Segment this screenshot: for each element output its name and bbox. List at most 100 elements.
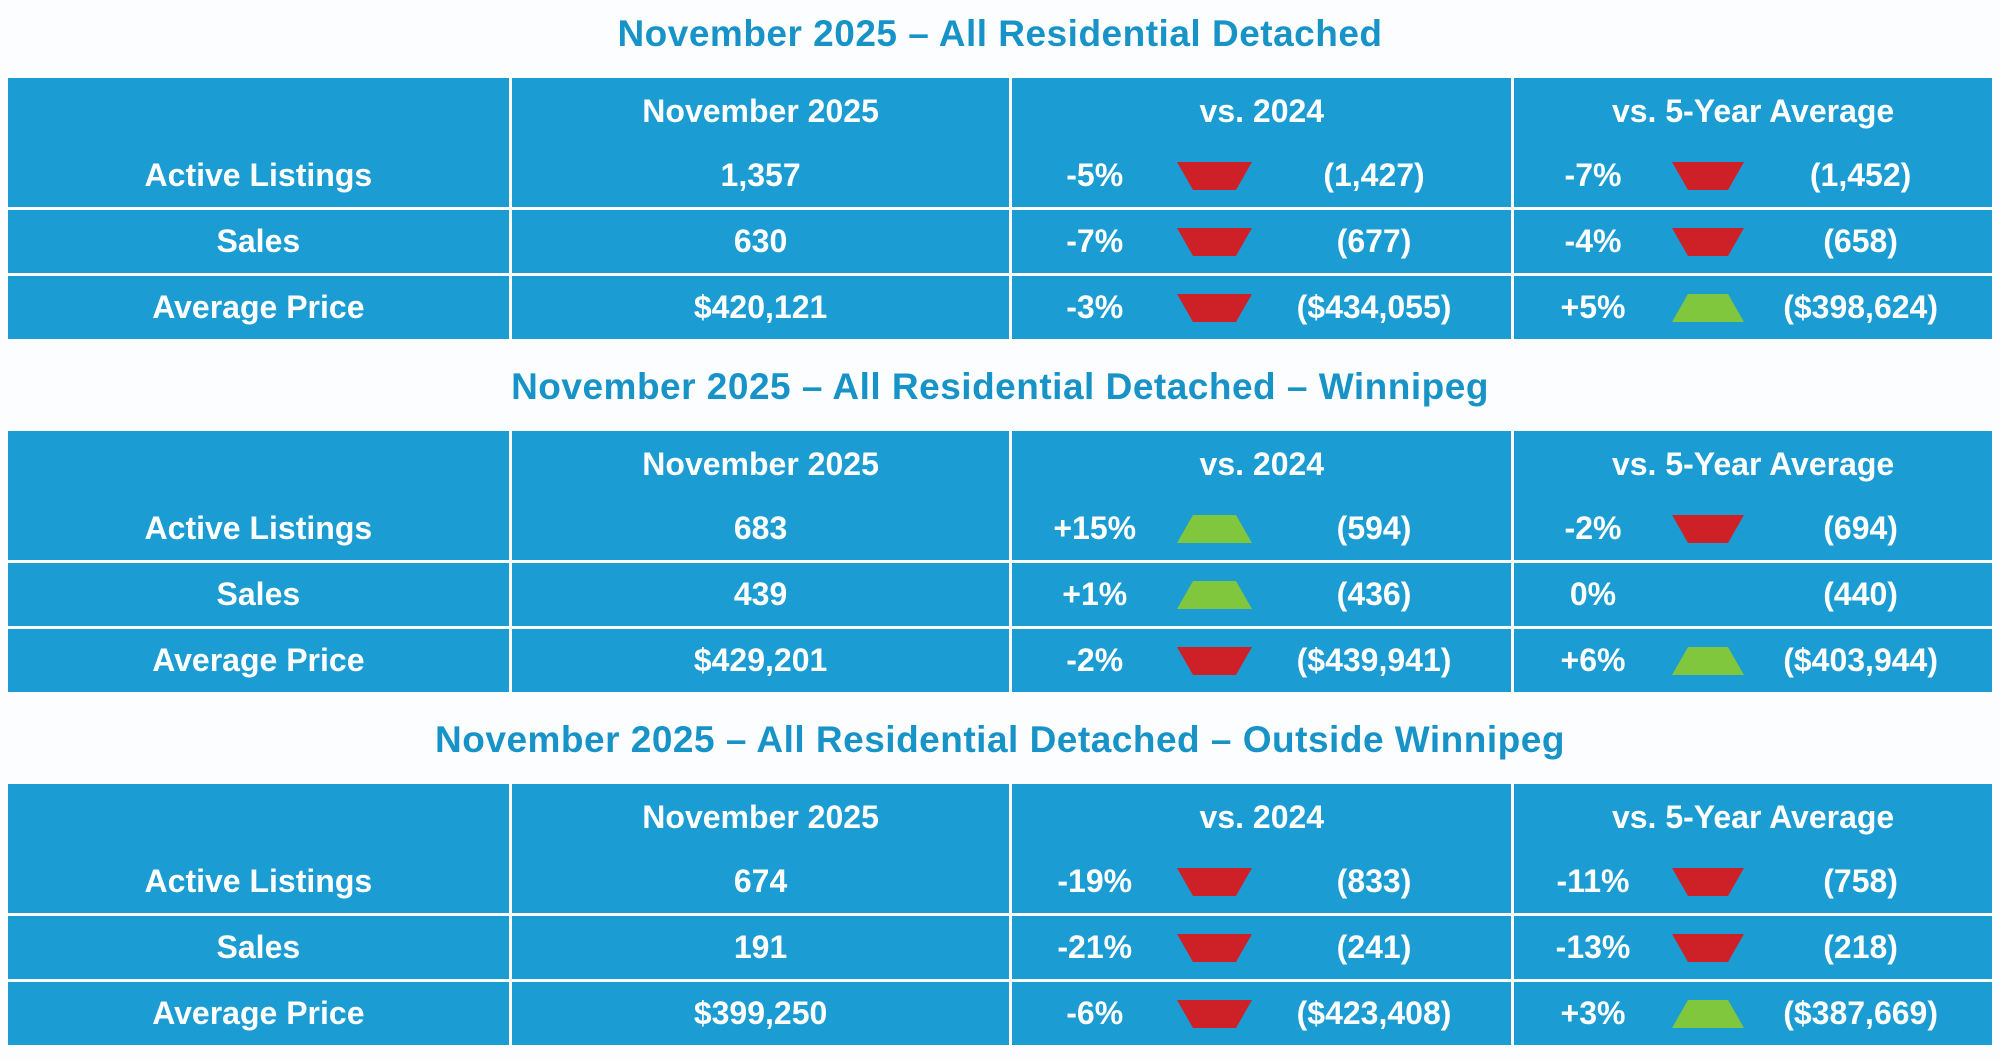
down-triangle-icon <box>1177 867 1252 896</box>
down-triangle-icon <box>1177 227 1252 256</box>
comparison-value: ($439,941) <box>1296 642 1452 678</box>
current-value: 683 <box>511 497 1010 560</box>
current-value: 439 <box>511 563 1010 626</box>
comparison-value: (694) <box>1823 510 1898 546</box>
comparison-value: ($434,055) <box>1296 289 1452 325</box>
vs-5yr-cell: -11% (758) <box>1514 850 1992 913</box>
comparison-value: (833) <box>1336 863 1412 899</box>
percent-change: -13% <box>1555 929 1631 965</box>
down-triangle-icon <box>1671 867 1744 896</box>
down-triangle-icon <box>1671 933 1744 962</box>
table-title: November 2025 – All Residential Detached <box>617 13 1383 54</box>
percent-change: -3% <box>1066 289 1124 325</box>
vs-2024-cell: +15% (594) <box>1012 497 1512 560</box>
comparison-value: (677) <box>1336 223 1412 259</box>
stats-table: November 2025 vs. 2024 vs. 5-Year Averag… <box>8 431 1992 692</box>
column-header-november-2025: November 2025 <box>511 431 1010 497</box>
percent-change: -19% <box>1057 863 1133 899</box>
row-label-active-listings: Active Listings <box>8 144 509 207</box>
comparison-value: (658) <box>1823 223 1898 259</box>
current-value: 191 <box>511 916 1010 979</box>
row-label-average-price: Average Price <box>8 629 509 692</box>
stats-table: November 2025 vs. 2024 vs. 5-Year Averag… <box>8 78 1992 339</box>
vs-2024-cell: -7% (677) <box>1012 210 1512 273</box>
vs-2024-cell: -19% (833) <box>1012 850 1512 913</box>
vs-5yr-cell: -4% (658) <box>1514 210 1992 273</box>
comparison-value: (758) <box>1823 863 1898 899</box>
current-value: $429,201 <box>511 629 1010 692</box>
row-label-average-price: Average Price <box>8 982 509 1045</box>
vs-5yr-cell: +5% ($398,624) <box>1514 276 1992 339</box>
comparison-value: ($387,669) <box>1783 995 1938 1031</box>
percent-change: -11% <box>1556 863 1630 899</box>
up-triangle-icon <box>1671 293 1744 322</box>
comparison-value: (218) <box>1823 929 1898 965</box>
column-header-blank <box>8 784 509 850</box>
column-header-november-2025: November 2025 <box>511 78 1010 144</box>
vs-2024-cell: -21% (241) <box>1012 916 1512 979</box>
comparison-value: (1,427) <box>1323 157 1425 193</box>
column-header-vs-5yr-average: vs. 5-Year Average <box>1514 431 1992 497</box>
current-value: $399,250 <box>511 982 1010 1045</box>
down-triangle-icon <box>1671 227 1744 256</box>
row-label-sales: Sales <box>8 210 509 273</box>
percent-change: -7% <box>1066 223 1124 259</box>
percent-change: -2% <box>1564 510 1622 546</box>
vs-5yr-cell: 0% (440) <box>1514 563 1992 626</box>
percent-change: -5% <box>1066 157 1124 193</box>
down-triangle-icon <box>1177 999 1252 1028</box>
comparison-value: ($398,624) <box>1783 289 1938 325</box>
down-triangle-icon <box>1177 161 1252 190</box>
column-header-blank <box>8 78 509 144</box>
vs-5yr-cell: -7% (1,452) <box>1514 144 1992 207</box>
comparison-value: ($403,944) <box>1783 642 1938 678</box>
percent-change: -21% <box>1057 929 1133 965</box>
vs-2024-cell: -5% (1,427) <box>1012 144 1512 207</box>
column-header-vs-2024: vs. 2024 <box>1012 78 1512 144</box>
down-triangle-icon <box>1177 933 1252 962</box>
percent-change: +5% <box>1560 289 1626 325</box>
row-label-active-listings: Active Listings <box>8 850 509 913</box>
vs-2024-cell: +1% (436) <box>1012 563 1512 626</box>
comparison-value: ($423,408) <box>1296 995 1452 1031</box>
percent-change: +15% <box>1053 510 1137 546</box>
row-label-sales: Sales <box>8 916 509 979</box>
column-header-vs-5yr-average: vs. 5-Year Average <box>1514 784 1992 850</box>
vs-5yr-cell: -13% (218) <box>1514 916 1992 979</box>
column-header-vs-5yr-average: vs. 5-Year Average <box>1514 78 1992 144</box>
row-label-average-price: Average Price <box>8 276 509 339</box>
up-triangle-icon <box>1671 646 1744 675</box>
column-header-blank <box>8 431 509 497</box>
vs-5yr-cell: +6% ($403,944) <box>1514 629 1992 692</box>
percent-change: +3% <box>1560 995 1626 1031</box>
percent-change: -4% <box>1564 223 1622 259</box>
current-value: 630 <box>511 210 1010 273</box>
comparison-value: (594) <box>1336 510 1412 546</box>
vs-5yr-cell: +3% ($387,669) <box>1514 982 1992 1045</box>
vs-2024-cell: -6% ($423,408) <box>1012 982 1512 1045</box>
column-header-november-2025: November 2025 <box>511 784 1010 850</box>
down-triangle-icon <box>1671 161 1744 190</box>
percent-change: 0% <box>1569 576 1617 612</box>
down-triangle-icon <box>1671 514 1744 543</box>
comparison-value: (440) <box>1823 576 1898 612</box>
vs-2024-cell: -3% ($434,055) <box>1012 276 1512 339</box>
down-triangle-icon <box>1177 646 1252 675</box>
comparison-value: (436) <box>1336 576 1412 612</box>
table-title: November 2025 – All Residential Detached… <box>511 366 1489 407</box>
column-header-vs-2024: vs. 2024 <box>1012 431 1512 497</box>
section-winnipeg: November 2025 – All Residential Detached… <box>8 365 1992 692</box>
current-value: 674 <box>511 850 1010 913</box>
table-title: November 2025 – All Residential Detached… <box>435 719 1565 760</box>
comparison-value: (1,452) <box>1809 157 1912 193</box>
comparison-value: (241) <box>1336 929 1412 965</box>
stats-table: November 2025 vs. 2024 vs. 5-Year Averag… <box>8 784 1992 1045</box>
current-value: 1,357 <box>511 144 1010 207</box>
row-label-active-listings: Active Listings <box>8 497 509 560</box>
current-value: $420,121 <box>511 276 1010 339</box>
up-triangle-icon <box>1671 999 1744 1028</box>
up-triangle-icon <box>1177 514 1252 543</box>
percent-change: -2% <box>1066 642 1124 678</box>
section-all-residential: November 2025 – All Residential Detached… <box>8 12 1992 339</box>
